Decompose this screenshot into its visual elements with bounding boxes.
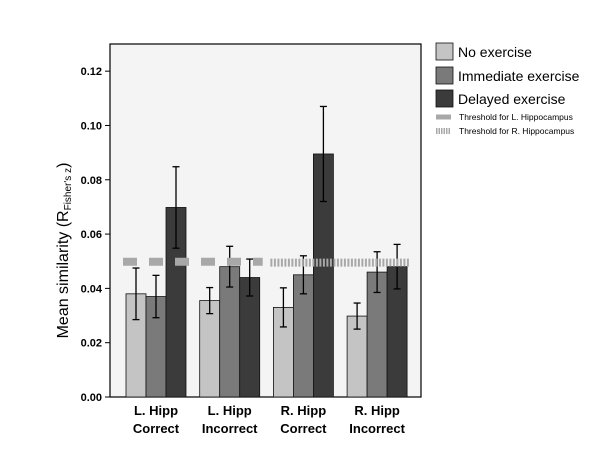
- plot-layer: 0.00 0.02 0.04 0.06 0.08 0.10 0.12 Mean similar…: [55, 43, 422, 436]
- y-tick-label: 0.10: [81, 120, 102, 132]
- legend-label: Delayed exercise: [458, 91, 566, 107]
- y-tick-label: 0.04: [81, 283, 103, 295]
- y-tick-label: 0.08: [81, 175, 102, 187]
- legend-label: Immediate exercise: [458, 68, 580, 84]
- y-axis-label-subscript: Fisher's z: [63, 168, 74, 210]
- x-category-label: L. Hipp: [208, 403, 252, 418]
- y-axis-label: Mean similarity (RFisher's z): [55, 163, 74, 339]
- x-category-label: L. Hipp: [134, 403, 178, 418]
- legend-threshold-label: Threshold for L. Hippocampus: [459, 112, 573, 122]
- legend-label: No exercise: [458, 44, 532, 60]
- y-axis-label-main: Mean similarity (R: [55, 210, 72, 338]
- x-category-label: Incorrect: [349, 421, 405, 436]
- legend: No exercise Immediate exercise Delayed exe…: [435, 42, 580, 136]
- y-tick-label: 0.00: [81, 392, 102, 404]
- y-axis-label-close: ): [55, 163, 72, 168]
- y-tick-label: 0.12: [81, 66, 102, 78]
- bar: [199, 300, 221, 398]
- x-category-label: R. Hipp: [354, 403, 400, 418]
- legend-threshold-label: Threshold for R. Hippocampus: [459, 126, 574, 136]
- legend-swatch: [435, 66, 454, 85]
- legend-swatch: [435, 89, 454, 108]
- x-category-label: Correct: [133, 421, 180, 436]
- legend-swatch: [435, 42, 454, 61]
- y-tick-label: 0.02: [81, 338, 102, 350]
- y-tick-label: 0.06: [81, 229, 102, 241]
- x-category-label: Correct: [280, 421, 327, 436]
- x-category-label: R. Hipp: [281, 403, 327, 418]
- x-category-label: Incorrect: [202, 421, 258, 436]
